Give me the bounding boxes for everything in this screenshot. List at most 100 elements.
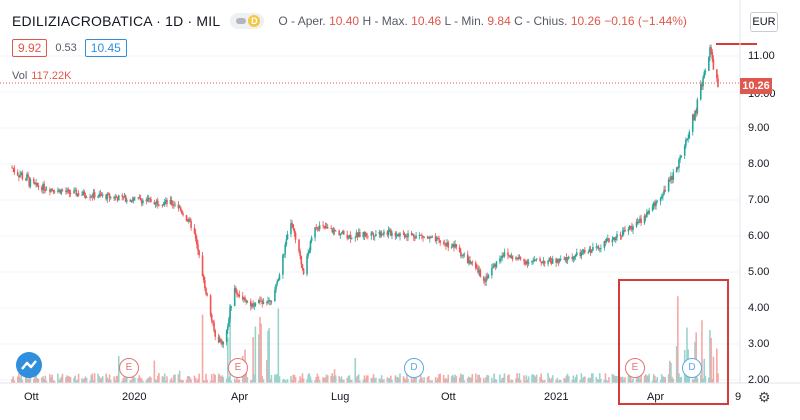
candle-body [283,253,285,255]
volume-bar [108,374,111,383]
volume-bar [463,380,466,383]
candle-body [453,244,455,248]
volume-bar [16,376,19,383]
dividend-event-marker[interactable]: D [682,358,702,378]
candle-body [66,189,68,192]
volume-bar [26,376,28,383]
volume-bar [532,374,534,383]
candle-body [73,190,75,194]
candle-body [445,243,447,247]
volume-bar [462,374,464,383]
candle-body [540,261,543,263]
candle-body [380,234,383,236]
candle-body [485,276,487,282]
volume-bar [624,377,626,383]
dividend-event-marker[interactable]: D [404,358,424,378]
open-label: O - Aper. [278,14,326,28]
volume-bar [314,379,316,383]
highlight-box [618,279,729,405]
earnings-event-marker[interactable]: E [228,358,248,378]
volume-bar [699,374,702,383]
candle-body [611,239,614,243]
volume-bar [387,378,390,383]
candle-body [628,226,631,230]
earnings-event-marker[interactable]: E [119,358,139,378]
volume-bar [189,377,191,383]
volume-bar [493,373,495,383]
candle-body [395,235,398,237]
volume-bar [34,374,36,383]
volume-bar [52,380,55,383]
candle-body [186,220,189,222]
candle-body [131,200,134,201]
candle-body [20,172,22,175]
candle-body [82,191,84,195]
candle-body [519,257,522,260]
candle-body [91,196,94,198]
volume-bar [57,373,59,383]
candle-body [572,257,575,260]
candle-body [493,264,495,267]
candle-body [646,212,648,217]
candle-body [691,114,694,132]
bid-button[interactable]: 9.92 [12,39,48,57]
volume-bar [171,380,174,383]
volume-bar [44,375,47,383]
candle-body [582,249,585,253]
candle-body [659,198,662,202]
volume-bar [688,373,691,383]
volume-bar [379,378,382,383]
candle-body [711,51,714,60]
candle-body [587,251,590,253]
volume-bar [434,377,437,383]
candle-body [427,237,430,239]
volume-bar [677,296,679,383]
volume-bar [138,375,141,383]
gear-icon[interactable]: ⚙ [758,389,771,405]
candle-body [507,252,509,256]
earnings-event-marker[interactable]: E [625,358,645,378]
volume-bar [548,377,551,383]
candle-body [486,276,489,279]
candle-body [716,69,718,79]
volume-bar [347,375,350,383]
candle-body [340,232,343,234]
volume-bar [81,378,83,383]
candle-body [169,199,172,204]
volume-bar [105,373,107,383]
currency-button[interactable]: EUR [750,12,778,32]
candle-body [604,240,607,242]
candle-body [307,252,309,256]
tradingview-logo-icon[interactable] [16,352,42,378]
session-toggle[interactable]: D [230,13,265,29]
ohlc-values: O - Aper. 10.40 H - Max. 10.46 L - Min. … [278,14,687,28]
volume-bar [107,379,110,383]
candle-body [702,77,704,87]
volume-bar [227,337,229,383]
volume-bar [484,380,486,383]
volume-bar [341,379,344,383]
candle-body [362,231,365,238]
candle-body [442,242,445,244]
ask-button[interactable]: 10.45 [84,39,127,57]
candle-body [37,185,40,187]
candle-body [415,235,417,239]
symbol-title[interactable]: EDILIZIACROBATICA · 1D · MIL [12,13,221,29]
candle-body [190,221,192,228]
volume-bar [238,379,241,383]
volume-bar [644,374,647,383]
volume-bar [24,373,27,383]
candle-body [398,234,400,237]
volume-bar [275,375,277,383]
volume-bar [597,379,600,383]
volume-bar [230,380,233,383]
volume-bar [300,378,303,383]
candle-body [50,188,52,192]
candle-body [84,195,87,198]
volume-bar [431,380,433,383]
candle-body [543,261,546,264]
volume-bar [117,356,120,383]
candle-body [430,237,432,238]
volume-bar [115,376,118,383]
